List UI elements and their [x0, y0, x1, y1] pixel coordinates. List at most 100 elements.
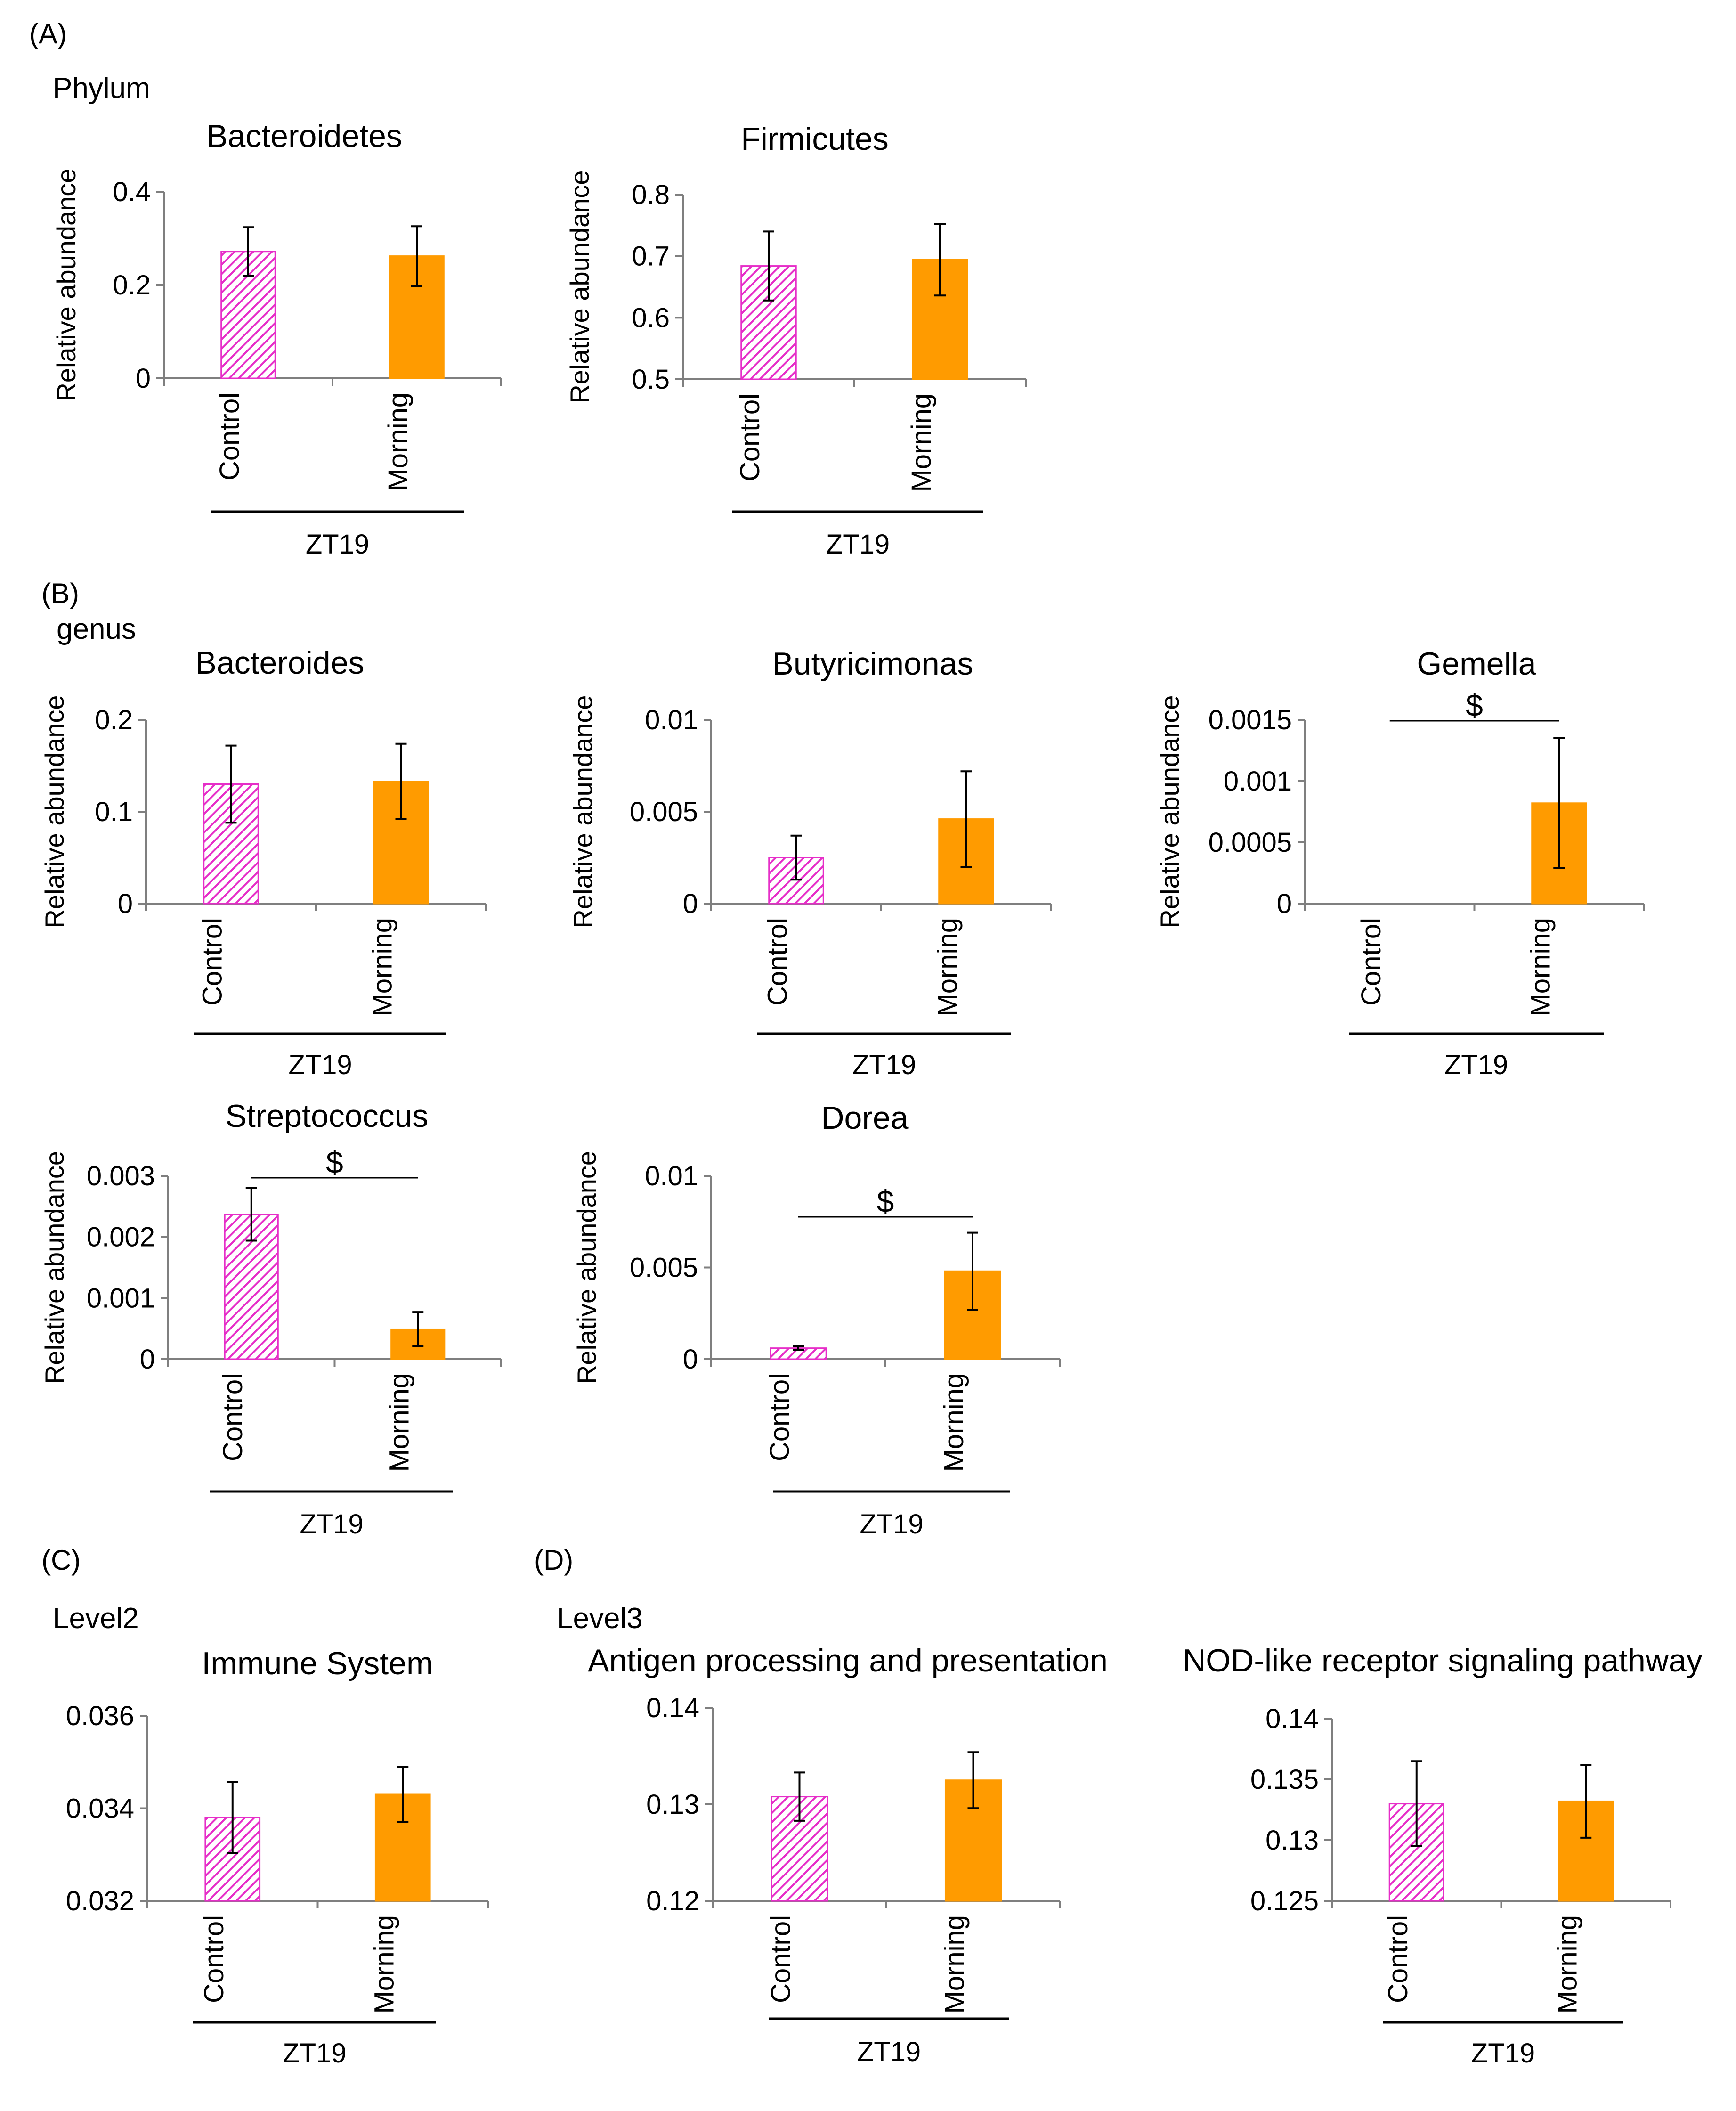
x-category-label: Morning — [940, 1915, 970, 2014]
group-label: ZT19 — [306, 529, 369, 560]
y-tick-label: 0 — [136, 363, 151, 394]
chart-title: Butyricimonas — [772, 646, 973, 682]
chart-dorea: Dorea 0 0.005 0.01 Control Morning Relative ab… — [572, 1100, 1061, 1540]
y-axis-label: Relative abundance — [40, 1151, 69, 1384]
y-tick-label: 0 — [683, 888, 698, 919]
x-category-label: Control — [1356, 918, 1387, 1006]
y-tick-label: 0.7 — [632, 241, 670, 272]
y-tick-label: 0.0005 — [1209, 827, 1292, 858]
y-tick-label: 0.135 — [1250, 1764, 1319, 1795]
y-tick-label: 0.036 — [66, 1701, 134, 1731]
chart-bacteroidetes: Bacteroidetes 0 0.2 0.4 Control Morning Relati… — [51, 118, 502, 560]
y-axis-label: Relative abundance — [1155, 695, 1184, 928]
x-category-label: Control — [199, 1915, 229, 2003]
chart-nod-like-receptor-signaling-pathway: NOD-like receptor signaling pathway 0.125… — [1183, 1643, 1703, 2069]
y-tick-label: 0.2 — [95, 705, 133, 735]
x-category-label: Morning — [906, 393, 937, 492]
chart-title: Bacteroidetes — [206, 118, 402, 154]
x-category-label: Control — [763, 918, 793, 1006]
y-tick-label: 0.14 — [646, 1693, 699, 1723]
y-tick-label: 0.12 — [646, 1886, 699, 1916]
y-tick-label: 0.0015 — [1209, 705, 1292, 735]
x-category-label: Control — [214, 392, 245, 481]
x-category-label: Control — [218, 1373, 248, 1461]
chart-antigen-processing-and-presentation: Antigen processing and presentation 0.12 0… — [588, 1643, 1108, 2067]
chart-firmicutes: Firmicutes 0.5 0.6 0.7 0.8 Control Morning Rela… — [565, 121, 1027, 560]
x-category-label: Morning — [939, 1373, 969, 1472]
y-tick-label: 0.005 — [630, 797, 698, 827]
group-label: ZT19 — [852, 1050, 916, 1080]
x-category-label: Morning — [1525, 918, 1556, 1017]
group-label: ZT19 — [1444, 1050, 1508, 1080]
section-label-phylum: Phylum — [53, 72, 150, 105]
section-label-genus: genus — [57, 613, 136, 645]
panel-label-d: (D) — [534, 1544, 573, 1576]
y-tick-label: 0.01 — [645, 705, 698, 735]
y-tick-label: 0.2 — [113, 270, 151, 301]
chart-title: Dorea — [821, 1100, 908, 1136]
x-category-label: Morning — [369, 1915, 399, 2014]
y-tick-label: 0.14 — [1265, 1703, 1319, 1734]
x-category-label: Morning — [367, 918, 398, 1017]
y-tick-label: 0.003 — [87, 1161, 155, 1191]
group-label: ZT19 — [300, 1509, 363, 1540]
y-axis-label: Relative abundance — [572, 1151, 601, 1384]
chart-title: Antigen processing and presentation — [588, 1643, 1108, 1679]
y-tick-label: 0.8 — [632, 179, 670, 210]
y-axis-label: Relative abundance — [51, 168, 81, 401]
y-tick-label: 0.034 — [66, 1793, 134, 1824]
y-tick-label: 0.5 — [632, 364, 670, 395]
y-tick-label: 0 — [1277, 888, 1292, 919]
y-tick-label: 0 — [140, 1344, 155, 1375]
x-category-label: Control — [766, 1915, 796, 2003]
x-category-label: Morning — [384, 1373, 414, 1472]
y-tick-label: 0.005 — [630, 1253, 698, 1283]
chart-streptococcus: Streptococcus 0 0.001 0.002 0.003 Control Morn… — [40, 1098, 502, 1540]
chart-bacteroides: Bacteroides 0 0.1 0.2 Control Morning Relative… — [40, 645, 487, 1080]
bar-morning — [944, 1779, 1002, 1902]
chart-title: NOD-like receptor signaling pathway — [1183, 1643, 1703, 1679]
y-tick-label: 0.032 — [66, 1886, 134, 1916]
chart-gemella: Gemella 0 0.0005 0.001 0.0015 Control Morning R… — [1155, 646, 1645, 1080]
y-tick-label: 0.001 — [87, 1283, 155, 1313]
y-tick-label: 0.01 — [645, 1161, 698, 1191]
chart-title: Immune System — [202, 1646, 433, 1681]
chart-title: Gemella — [1417, 646, 1536, 682]
x-category-label: Control — [197, 918, 228, 1006]
panel-label-c: (C) — [41, 1544, 81, 1576]
section-label-level2: Level2 — [53, 1602, 139, 1635]
chart-title: Streptococcus — [226, 1098, 429, 1134]
significance-marker: $ — [1466, 688, 1483, 723]
y-tick-label: 0.002 — [87, 1222, 155, 1253]
y-tick-label: 0 — [683, 1344, 698, 1375]
y-axis-label: Relative abundance — [40, 695, 69, 928]
x-category-label: Control — [764, 1373, 795, 1461]
x-category-label: Morning — [383, 392, 414, 491]
x-category-label: Morning — [933, 918, 963, 1017]
x-category-label: Control — [735, 393, 765, 481]
group-label: ZT19 — [857, 2037, 921, 2067]
chart-title: Firmicutes — [741, 121, 889, 157]
x-category-label: Morning — [1552, 1915, 1582, 2014]
significance-marker: $ — [877, 1184, 894, 1219]
chart-butyricimonas: Butyricimonas 0 0.005 0.01 Control Morning Rel… — [568, 646, 1052, 1080]
group-label: ZT19 — [1471, 2038, 1535, 2069]
y-tick-label: 0.6 — [632, 302, 670, 333]
y-tick-label: 0.13 — [646, 1789, 699, 1820]
y-tick-label: 0.1 — [95, 797, 133, 827]
group-label: ZT19 — [826, 529, 890, 560]
panel-label-a: (A) — [29, 18, 67, 49]
y-axis-label: Relative abundance — [568, 695, 598, 928]
panel-label-b: (B) — [41, 578, 79, 609]
y-axis-label: Relative abundance — [565, 170, 594, 403]
y-tick-label: 0 — [118, 888, 133, 919]
section-label-level3: Level3 — [557, 1602, 643, 1635]
chart-title: Bacteroides — [195, 645, 364, 681]
y-tick-label: 0.4 — [113, 177, 151, 207]
group-label: ZT19 — [283, 2038, 346, 2069]
significance-marker: $ — [326, 1145, 343, 1180]
charts-layer: Bacteroidetes 0 0.2 0.4 Control Morning Relati… — [40, 118, 1703, 2069]
group-label: ZT19 — [288, 1050, 352, 1080]
x-category-label: Control — [1383, 1915, 1413, 2003]
